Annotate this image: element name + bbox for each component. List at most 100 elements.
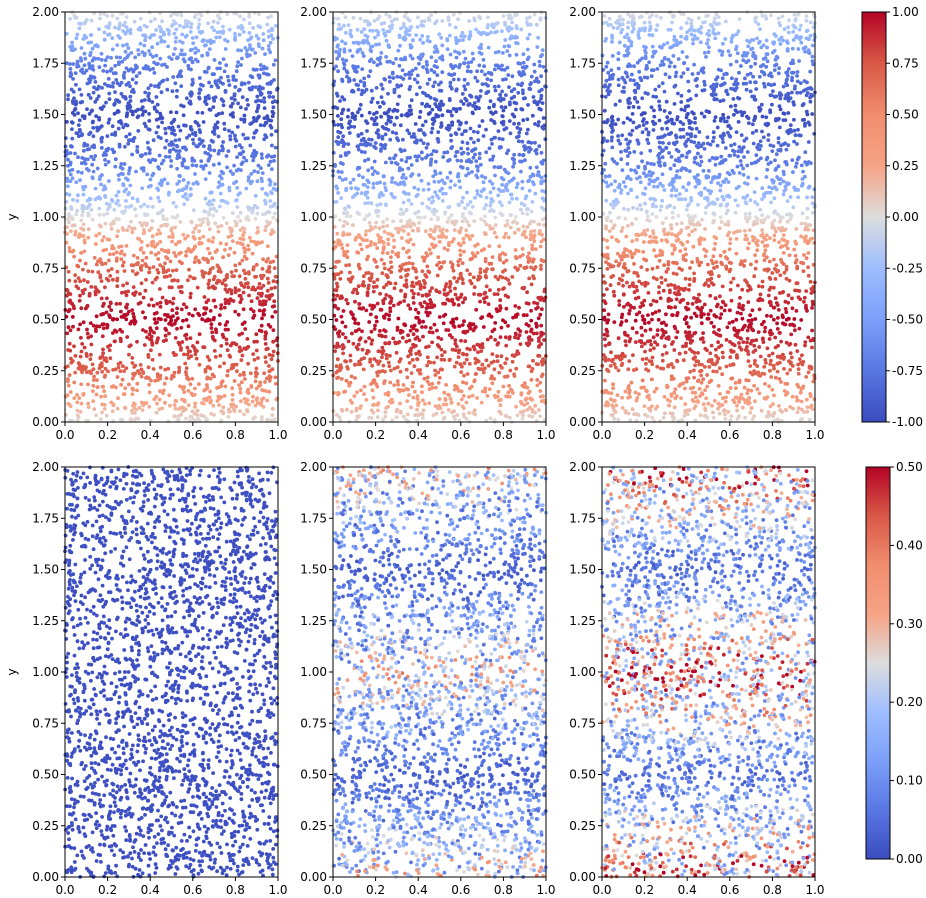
scatter-point (108, 68, 113, 73)
scatter-point (361, 41, 366, 45)
scatter-point (391, 109, 396, 113)
scatter-point (178, 128, 183, 133)
scatter-point (167, 285, 172, 290)
scatter-point (203, 209, 208, 214)
scatter-point (124, 305, 129, 310)
scatter-point (150, 280, 155, 285)
scatter-point (152, 317, 157, 321)
scatter-point (218, 61, 222, 65)
scatter-point (356, 87, 361, 92)
scatter-point (191, 235, 196, 239)
scatter-point (76, 193, 80, 198)
scatter-point (188, 291, 193, 296)
scatter-point (203, 311, 208, 316)
scatter-point (525, 212, 530, 216)
scatter-point (392, 286, 397, 291)
scatter-point (200, 317, 205, 322)
scatter-point (512, 94, 517, 99)
scatter-point (261, 212, 265, 217)
scatter-point (273, 58, 278, 63)
scatter-point (90, 162, 95, 167)
scatter-point (359, 113, 364, 118)
scatter-point (242, 81, 247, 86)
scatter-point (521, 69, 526, 74)
scatter-point (528, 396, 533, 401)
scatter-point (389, 160, 394, 165)
scatter-point (170, 308, 175, 313)
scatter-point (402, 299, 406, 303)
scatter-point (458, 257, 462, 262)
scatter-point (357, 212, 361, 216)
scatter-point (515, 413, 520, 418)
scatter-point (167, 125, 171, 130)
scatter-point (509, 192, 513, 197)
scatter-point (195, 110, 200, 115)
scatter-point (345, 249, 350, 254)
scatter-point (362, 384, 367, 389)
scatter-point (119, 257, 124, 261)
scatter-point (168, 259, 173, 264)
scatter-point (115, 406, 120, 411)
scatter-point (242, 155, 246, 160)
scatter-point (461, 195, 465, 200)
scatter-point (210, 130, 215, 134)
scatter-point (496, 287, 501, 292)
scatter-point (331, 293, 336, 297)
scatter-point (110, 385, 114, 389)
scatter-point (112, 207, 117, 212)
scatter-point (508, 387, 513, 392)
scatter-point (184, 337, 189, 341)
scatter-point (524, 131, 529, 136)
scatter-point (392, 245, 396, 250)
scatter-point (418, 368, 422, 372)
scatter-point (107, 258, 111, 263)
scatter-point (334, 64, 338, 69)
scatter-point (82, 51, 87, 56)
scatter-point (340, 246, 345, 251)
scatter-point (261, 273, 266, 278)
scatter-point (275, 343, 280, 348)
scatter-point (219, 306, 223, 311)
scatter-point (235, 155, 240, 160)
scatter-point (117, 245, 121, 249)
scatter-point (343, 15, 348, 19)
scatter-point (431, 122, 435, 126)
scatter-point (531, 173, 536, 178)
scatter-point (462, 414, 466, 419)
scatter-point (382, 77, 387, 81)
scatter-point (164, 154, 168, 159)
scatter-point (227, 27, 232, 32)
scatter-point (239, 399, 243, 404)
scatter-point (525, 47, 530, 52)
scatter-point (113, 63, 118, 68)
scatter-point (86, 382, 90, 387)
scatter-point (138, 220, 143, 225)
scatter-point (513, 335, 517, 340)
scatter-point (95, 288, 99, 292)
scatter-point (130, 152, 135, 157)
scatter-point (179, 307, 184, 312)
scatter-point (456, 263, 461, 268)
scatter-point (183, 236, 188, 241)
scatter-point (376, 33, 380, 37)
scatter-point (498, 274, 503, 279)
scatter-point (400, 236, 404, 240)
scatter-point (490, 381, 495, 386)
scatter-point (415, 73, 420, 78)
scatter-point (361, 175, 365, 180)
scatter-point (122, 392, 127, 396)
scatter-point (267, 297, 272, 301)
scatter-point (490, 374, 494, 378)
scatter-point (527, 414, 532, 418)
scatter-point (408, 349, 412, 353)
scatter-point (433, 159, 438, 164)
scatter-point (110, 13, 115, 18)
scatter-point (116, 396, 120, 401)
scatter-point (343, 177, 348, 181)
scatter-point (480, 389, 485, 394)
scatter-point (481, 134, 486, 138)
scatter-point (97, 206, 102, 211)
scatter-point (420, 34, 425, 38)
scatter-point (529, 229, 533, 234)
scatter-point (266, 323, 271, 327)
